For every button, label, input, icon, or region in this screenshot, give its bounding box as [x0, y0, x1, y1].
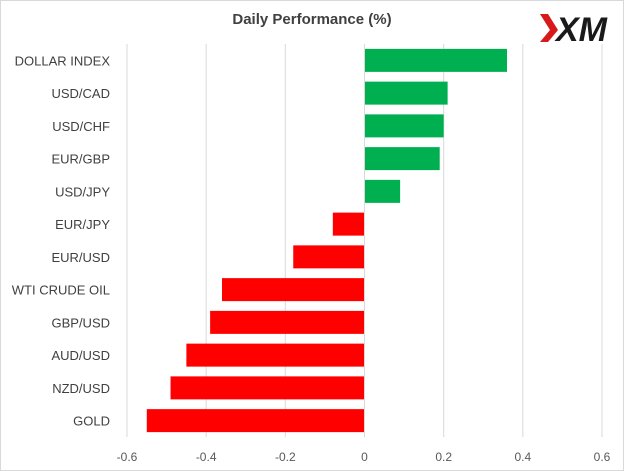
bar-gbp-usd	[210, 310, 365, 334]
logo-text: XM	[554, 11, 608, 48]
category-label: EUR/JPY	[55, 217, 110, 232]
bar-dollar-index	[364, 48, 507, 72]
category-label: AUD/USD	[51, 348, 110, 363]
bar-gold	[146, 409, 365, 433]
bar-eur-gbp	[364, 147, 440, 171]
x-tick-label: 0	[361, 450, 368, 464]
xm-logo: XM	[540, 11, 608, 48]
category-label: NZD/USD	[52, 381, 110, 396]
bar-aud-usd	[186, 343, 365, 367]
x-tick-label: 0.2	[435, 450, 452, 464]
bar-wti-crude-oil	[222, 278, 365, 302]
bar-eur-usd	[293, 245, 365, 269]
category-label: EUR/USD	[51, 250, 110, 265]
x-tick-label: -0.6	[117, 450, 138, 464]
bar-usd-cad	[364, 81, 448, 105]
x-tick-label: 0.4	[514, 450, 531, 464]
chart-title: Daily Performance (%)	[232, 11, 392, 28]
category-label: DOLLAR INDEX	[15, 53, 111, 68]
x-tick-label: -0.4	[196, 450, 217, 464]
category-label: EUR/GBP	[51, 152, 110, 167]
x-tick-label: 0.6	[594, 450, 611, 464]
x-tick-label: -0.2	[275, 450, 296, 464]
category-label: USD/CAD	[51, 86, 110, 101]
category-label: WTI CRUDE OIL	[12, 283, 110, 298]
category-label: USD/CHF	[52, 119, 110, 134]
category-label: GOLD	[73, 414, 110, 429]
bar-eur-jpy	[332, 212, 365, 236]
category-label: USD/JPY	[55, 184, 110, 199]
bar-usd-chf	[364, 114, 444, 138]
bar-usd-jpy	[364, 179, 401, 203]
logo-mark	[540, 14, 558, 42]
category-label: GBP/USD	[51, 315, 110, 330]
bar-nzd-usd	[170, 376, 365, 400]
